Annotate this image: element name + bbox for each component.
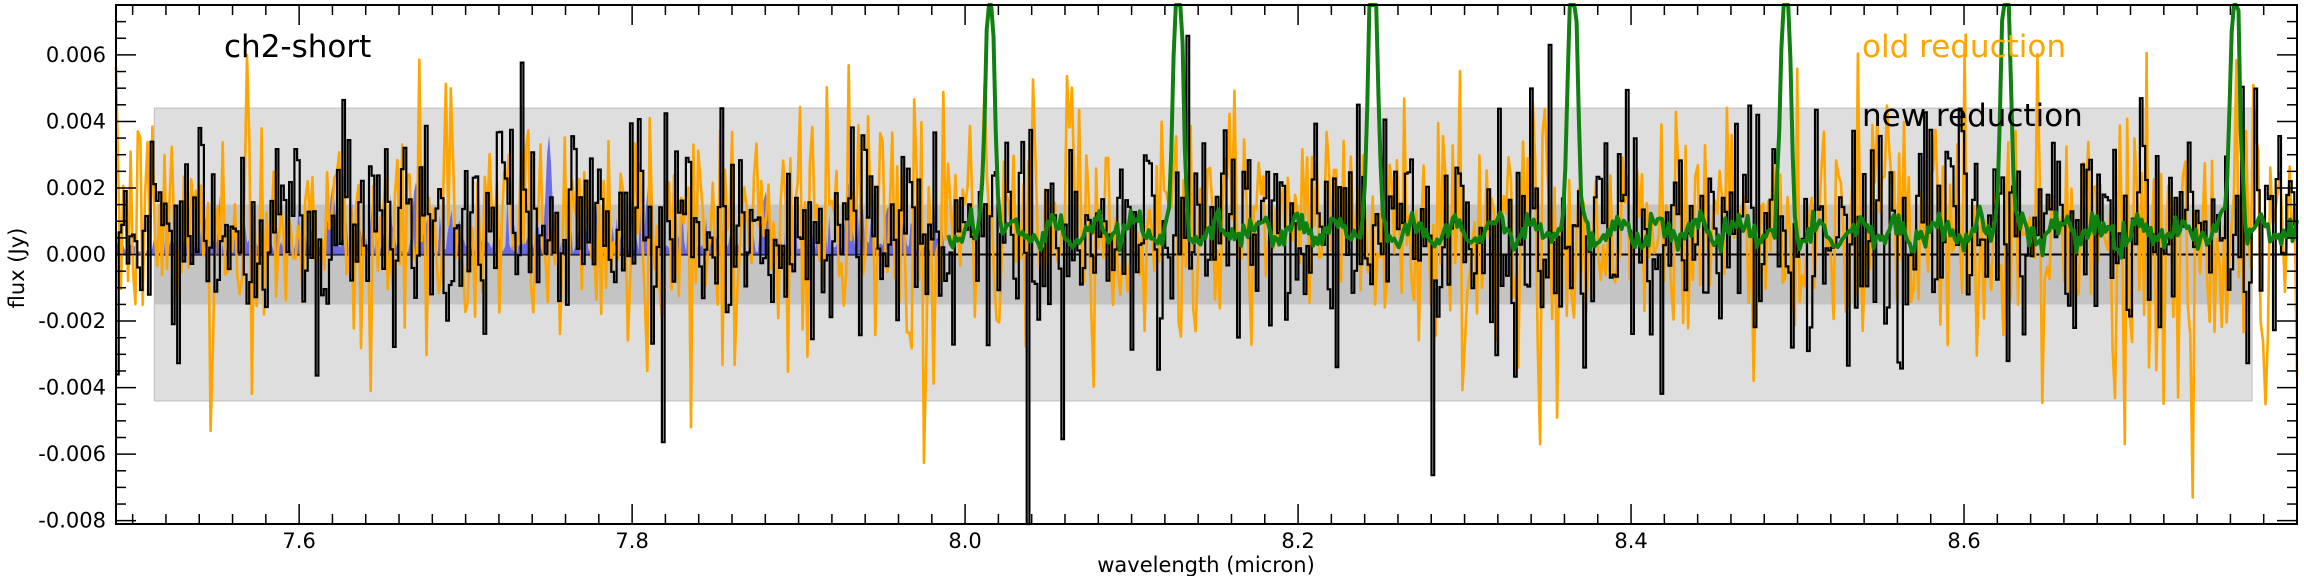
tick-labels: 7.6 7.8 8.0 8.2 8.4 8.6 -0.008 -0.006 -0.004 -0.0… [38, 43, 1980, 553]
y-tick-label: 0.004 [46, 109, 106, 133]
y-tick-label: 0.002 [46, 176, 106, 200]
y-tick-label: -0.008 [38, 509, 106, 533]
y-tick-label: -0.002 [38, 309, 106, 333]
series-layer [114, 3, 2299, 526]
x-axis-label: wavelength (micron) [1097, 553, 1315, 576]
y-tick-label: -0.006 [38, 442, 106, 466]
series-new-reduction [116, 34, 2299, 526]
x-tick-label: 7.8 [615, 529, 648, 553]
y-tick-label: -0.004 [38, 376, 106, 400]
series-old-reduction [114, 42, 2299, 499]
y-tick-label: 0.000 [46, 243, 106, 267]
x-tick-label: 8.2 [1281, 529, 1314, 553]
axis-ticks [116, 4, 2298, 524]
y-tick-label: 0.006 [46, 43, 106, 67]
x-tick-label: 8.6 [1947, 529, 1980, 553]
legend-old-reduction: old reduction [1862, 29, 2066, 65]
y-axis-label: flux (Jy) [5, 228, 29, 309]
panel-title: ch2-short [224, 29, 371, 65]
plot-frame [115, 4, 2298, 525]
x-tick-label: 8.0 [948, 529, 981, 553]
legend-new-reduction: new reduction [1862, 98, 2083, 134]
x-tick-label: 7.6 [282, 529, 315, 553]
x-tick-label: 8.4 [1614, 529, 1647, 553]
series-line-model [946, 3, 2299, 260]
